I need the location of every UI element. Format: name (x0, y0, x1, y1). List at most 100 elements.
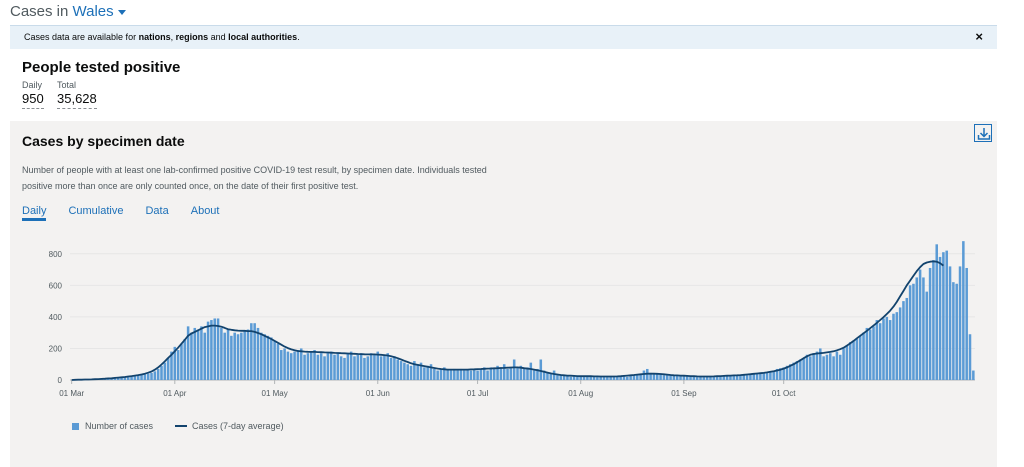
case-bar (502, 364, 506, 380)
case-bar (682, 376, 686, 380)
case-bar (812, 353, 815, 380)
case-bar (619, 376, 622, 380)
case-bar (472, 368, 476, 380)
case-bar (815, 351, 819, 380)
close-icon[interactable]: × (975, 29, 983, 44)
chevron-down-icon[interactable] (117, 9, 126, 15)
case-bar (406, 364, 409, 380)
area-selector[interactable]: Cases in Wales (10, 3, 126, 20)
case-bar (253, 323, 256, 380)
case-bar (193, 327, 197, 380)
tab-about[interactable]: About (190, 205, 220, 217)
case-bar (559, 375, 563, 380)
case-bar (270, 337, 273, 380)
case-bar (602, 376, 606, 380)
case-bar (968, 334, 972, 380)
case-bar (935, 244, 939, 380)
case-bar (190, 332, 193, 380)
case-bar (955, 283, 958, 380)
case-bar (373, 354, 376, 380)
case-bar (426, 365, 429, 380)
chart-description: Number of people with at least one lab-c… (22, 165, 487, 191)
case-bar (695, 377, 699, 380)
case-bar (343, 357, 346, 380)
case-bar (825, 354, 829, 380)
case-bar (223, 332, 226, 380)
case-bar (459, 368, 463, 380)
banner-link-nations[interactable]: nations (138, 32, 171, 42)
case-bar (905, 297, 909, 380)
case-bar (765, 372, 769, 380)
case-bar (153, 371, 157, 380)
case-bar (669, 375, 672, 380)
tab-data[interactable]: Data (145, 205, 169, 217)
case-bar (136, 375, 140, 380)
case-bar (509, 367, 513, 380)
case-bar (962, 241, 965, 380)
tab-daily[interactable]: Daily (22, 205, 47, 221)
case-bar (220, 327, 223, 380)
case-bar (326, 353, 330, 380)
seven-day-average-line (71, 260, 944, 381)
case-bar (762, 372, 765, 380)
case-bar (526, 367, 529, 380)
case-bar (529, 362, 533, 380)
tab-cumulative[interactable]: Cumulative (68, 205, 124, 217)
case-bar (945, 250, 948, 380)
case-bar (519, 365, 523, 380)
case-bar (469, 370, 473, 380)
x-tick-label: 01 Mar (59, 389, 84, 398)
case-bar (276, 343, 280, 380)
case-bar (243, 331, 246, 380)
case-bar (685, 376, 689, 380)
case-bar (759, 373, 762, 380)
case-bar (752, 373, 756, 380)
case-bar (606, 377, 609, 380)
chart-title: Cases by specimen date (22, 133, 185, 149)
banner-link-regions[interactable]: regions (175, 32, 209, 42)
case-bar (835, 351, 839, 380)
case-bar (562, 375, 566, 380)
case-bar (952, 282, 955, 380)
case-bar (133, 376, 137, 380)
case-bar (323, 356, 326, 380)
case-bar (539, 359, 543, 380)
case-bar (692, 376, 696, 380)
case-bar (479, 368, 483, 380)
case-bar (176, 350, 180, 380)
daily-value[interactable]: 950 (22, 91, 44, 109)
total-value[interactable]: 35,628 (57, 91, 97, 109)
case-bar (213, 318, 216, 380)
case-bar (616, 376, 619, 380)
case-bar (413, 361, 416, 380)
case-bar (892, 313, 895, 380)
case-bar (566, 376, 569, 380)
y-tick-label: 0 (58, 376, 63, 385)
case-bar (845, 345, 849, 380)
case-bar (183, 338, 187, 380)
summary-title: People tested positive (22, 59, 181, 76)
case-bar (792, 362, 795, 380)
case-bar (399, 361, 403, 380)
location-dropdown[interactable]: Wales (72, 3, 114, 20)
info-banner: Cases data are available for nations, re… (10, 25, 997, 49)
case-bar (652, 373, 656, 380)
case-bar (925, 291, 929, 380)
case-bar (266, 335, 270, 380)
case-bar (273, 340, 276, 380)
legend-line-swatch (175, 425, 188, 427)
case-bar (629, 376, 632, 380)
x-tick-label: 01 Aug (568, 389, 593, 398)
x-tick-label: 01 Oct (772, 389, 796, 398)
case-bar (775, 368, 779, 380)
case-bar (240, 332, 243, 380)
case-bar (522, 368, 526, 380)
cases-bar-chart: 0 200 400 600 800 01 Mar 01 Apr 01 May 01 Jun 01 … (49, 241, 975, 398)
case-bar (186, 326, 190, 380)
case-bar (260, 332, 263, 380)
download-icon[interactable] (974, 124, 992, 142)
case-bar (499, 367, 503, 380)
banner-link-local-authorities[interactable]: local authorities (228, 32, 298, 42)
case-bar (612, 376, 616, 380)
case-bar (180, 343, 183, 380)
